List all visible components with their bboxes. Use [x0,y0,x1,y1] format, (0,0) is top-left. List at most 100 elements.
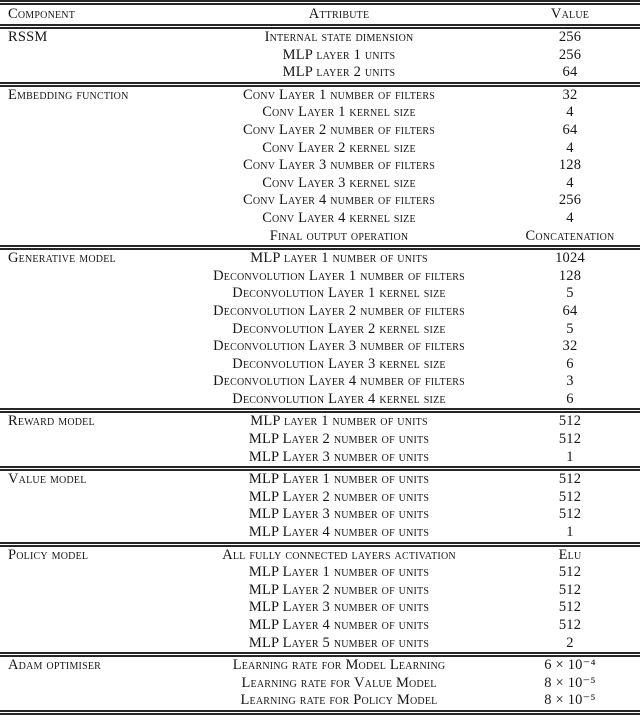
attribute-cell: MLP layer 1 units [282,46,396,63]
table-row: Final output operation Concatenation [0,228,640,248]
value-cell: 1024 [500,245,640,268]
value-cell: 1 [566,448,574,465]
value-cell: 256 [558,192,582,209]
attribute-cell: MLP layer 2 units [282,64,396,81]
attribute-cell: MLP Layer 3 number of units [248,599,430,616]
attribute-cell: MLP Layer 1 number of units [248,564,430,581]
table-row: Conv Layer 3 kernel size 4 [0,175,640,193]
table-row: Generative model MLP layer 1 number of u… [0,245,640,411]
value-cell: 512 [558,564,582,581]
attribute-cell: Deconvolution Layer 1 number of filters [213,267,465,284]
attribute-cell: Deconvolution Layer 2 number of filters [213,302,465,319]
table-row: MLP Layer 2 number of units 512 [0,489,640,507]
attribute-cell: Conv Layer 3 kernel size [262,174,416,191]
table-row: Deconvolution Layer 3 number of filters … [0,338,640,356]
attribute-cell: MLP Layer 5 number of units [248,634,430,651]
attribute-cell: Conv Layer 4 kernel size [262,209,416,226]
attribute-cell: Deconvolution Layer 2 kernel size [232,320,446,337]
attribute-cell: Conv Layer 2 kernel size [262,139,416,156]
value-cell: 2 [566,634,574,651]
table-row: MLP Layer 4 number of units 512 [0,617,640,635]
value-cell: 6 [566,355,574,372]
table-row: Learning rate for Policy Model 8 × 10⁻⁵ [0,692,640,712]
table-row: MLP layer 2 units 64 [0,64,640,84]
attribute-cell: Conv Layer 1 number of filters [178,81,500,105]
table-header-row: Component Attribute Value [0,2,640,29]
table-row: Conv Layer 4 kernel size 4 [0,210,640,228]
attribute-cell: Deconvolution Layer 4 kernel size [232,390,446,407]
value-cell: 512 [558,506,582,523]
value-cell: 512 [500,408,640,432]
value-cell: 8 × 10⁻⁵ [544,674,596,691]
attribute-cell: Internal state dimension [178,23,500,47]
table-row: Conv Layer 3 number of filters 128 [0,157,640,175]
component-cell: Policy model [0,541,178,655]
attribute-cell: All fully connected layers activation [178,541,500,565]
value-cell: 1 [566,524,574,541]
table-row: Embedding function Conv Layer 1 number o… [0,81,640,248]
value-cell: 5 [566,285,574,302]
value-cell: Concatenation [525,227,615,244]
value-cell: 4 [566,174,574,191]
value-header: Value [500,2,640,29]
table-row: Deconvolution Layer 4 kernel size 6 [0,391,640,411]
value-cell: 512 [558,431,582,448]
component-cell: Adam optimiser [0,652,178,713]
table-row: MLP Layer 4 number of units 1 [0,524,640,544]
table-row: Deconvolution Layer 3 kernel size 6 [0,356,640,374]
attribute-cell: MLP layer 1 number of units [178,245,500,268]
value-cell: 512 [558,617,582,633]
attribute-cell: MLP Layer 4 number of units [248,524,430,541]
value-cell: 8 × 10⁻⁵ [544,692,596,709]
attribute-header: Attribute [178,2,500,29]
value-cell: 64 [562,302,578,319]
value-cell: 64 [562,121,578,138]
table-row: Conv Layer 4 number of filters 256 [0,192,640,210]
value-cell: 4 [566,104,574,121]
table-row: Conv Layer 1 kernel size 4 [0,104,640,122]
value-cell: 512 [558,581,582,598]
attribute-cell: MLP Layer 3 number of units [248,448,430,465]
table-row: MLP Layer 2 number of units 512 [0,582,640,600]
attribute-cell: Deconvolution Layer 1 kernel size [232,285,446,302]
value-cell: 512 [558,488,582,505]
table-row: Deconvolution Layer 4 number of filters … [0,373,640,391]
value-cell: 128 [558,267,582,284]
table-row: MLP Layer 1 number of units 512 [0,564,640,582]
component-cell: Reward model [0,408,178,469]
value-cell: 32 [562,338,578,355]
table-row: MLP Layer 2 number of units 512 [0,431,640,449]
table-row: MLP Layer 3 number of units 1 [0,449,640,469]
value-cell: 512 [558,599,582,616]
attribute-cell: Conv Layer 1 kernel size [262,104,416,121]
table-row: Conv Layer 2 number of filters 64 [0,122,640,140]
component-cell: Embedding function [0,81,178,248]
value-cell: 6 × 10⁻⁴ [500,652,640,675]
table-row: Deconvolution Layer 2 kernel size 5 [0,321,640,339]
attribute-cell: Conv Layer 2 number of filters [243,121,435,138]
attribute-cell: Learning rate for Model Learning [178,652,500,675]
table-row: MLP Layer 3 number of units 512 [0,599,640,617]
table-row: Learning rate for Value Model 8 × 10⁻⁵ [0,675,640,693]
attribute-cell: Learning rate for Value Model [241,674,437,691]
attribute-cell: Learning rate for Policy Model [240,692,438,709]
table-row: Policy model All fully connected layers … [0,541,640,655]
component-cell: Generative model [0,245,178,411]
value-cell: 3 [566,373,574,390]
table-row: Reward model MLP layer 1 number of units… [0,408,640,469]
value-cell: 6 [566,390,574,407]
attribute-cell: Deconvolution Layer 4 number of filters [213,373,465,390]
table-row: Adam optimiser Learning rate for Model L… [0,652,640,713]
table-row: Deconvolution Layer 2 number of filters … [0,303,640,321]
attribute-cell: Conv Layer 3 number of filters [243,157,435,174]
value-cell: 128 [558,157,582,174]
attribute-cell: MLP Layer 2 number of units [248,488,430,505]
table-row: MLP Layer 3 number of units 512 [0,506,640,524]
value-cell: 32 [500,81,640,105]
attribute-cell: MLP Layer 2 number of units [248,431,430,448]
attribute-cell: MLP layer 1 number of units [178,408,500,432]
component-cell: RSSM [0,24,178,85]
value-cell: 5 [566,320,574,337]
value-cell: Elu [500,541,640,565]
table-row: Conv Layer 2 kernel size 4 [0,140,640,158]
